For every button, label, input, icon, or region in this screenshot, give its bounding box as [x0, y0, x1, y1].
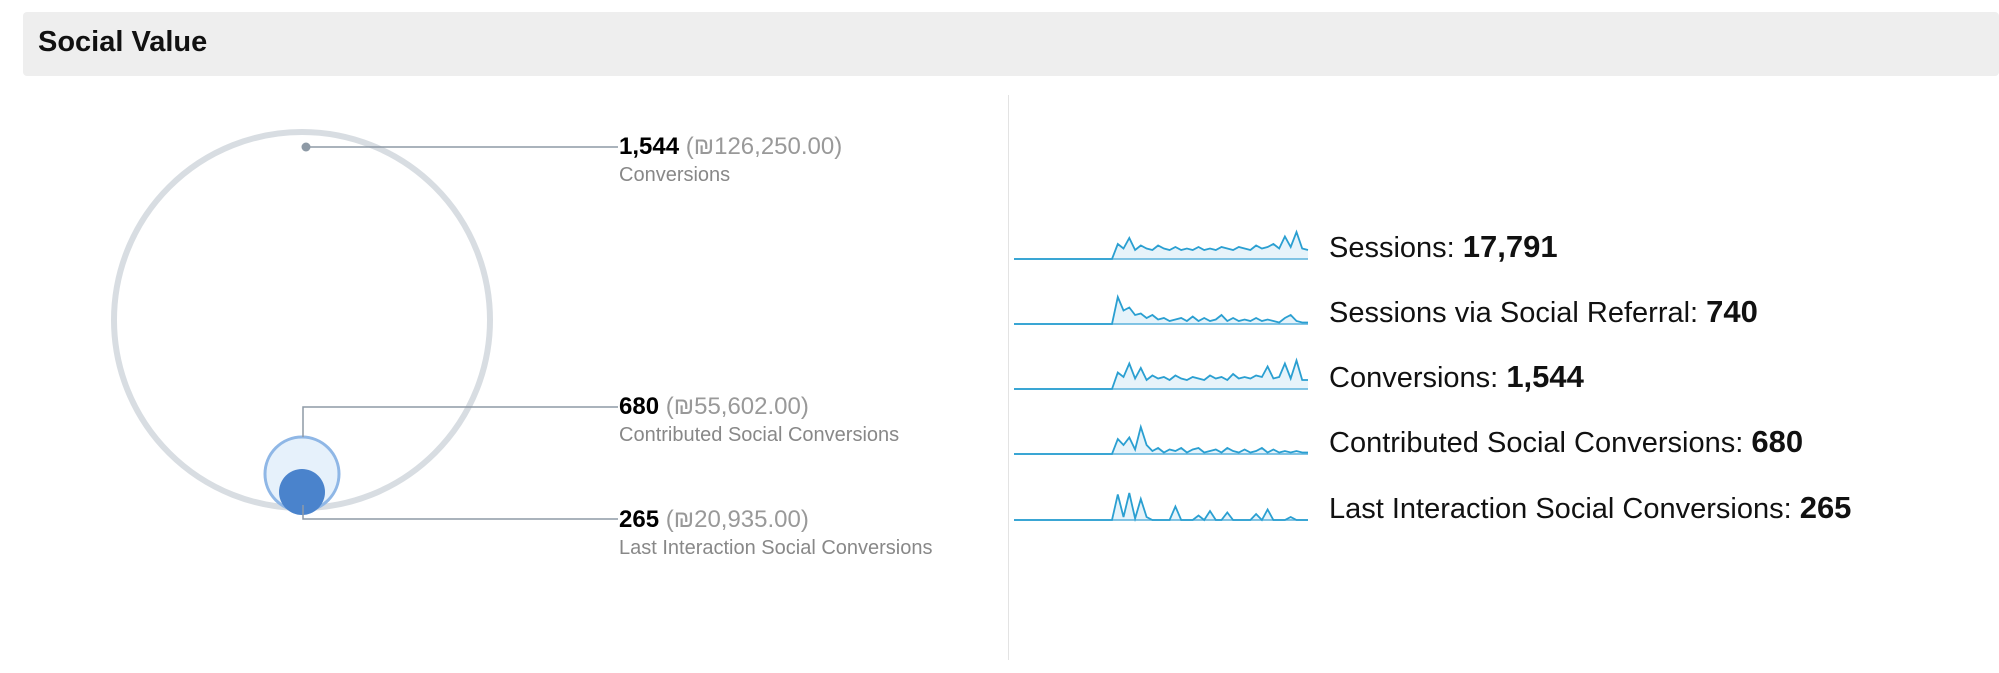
conversions-callout: 1,544 (₪126,250.00) Conversions — [619, 132, 842, 188]
social-referral-label: Sessions via Social Referral: — [1329, 297, 1699, 329]
sparkline-line — [1014, 229, 1309, 260]
last-interaction-circle — [279, 469, 325, 515]
sparkline-area — [1014, 360, 1308, 389]
last-interaction-count: 265 — [619, 506, 660, 533]
sessions-label: Sessions: — [1329, 232, 1455, 264]
sparkline-line — [1014, 423, 1308, 455]
panel-divider — [1008, 95, 1009, 660]
conversions-count: 1,544 — [619, 133, 680, 160]
contributed-metric: Contributed Social Conversions: 680 — [1329, 424, 1803, 460]
sparkline-line — [1014, 294, 1308, 325]
last-interaction-callout: 265 (₪20,935.00) Last Interaction Social… — [619, 505, 933, 561]
sparkline-row-last-interaction: Last Interaction Social Conversions: 265 — [1012, 486, 1992, 536]
panel-title: Social Value — [38, 26, 208, 58]
contributed-callout: 680 (₪55,602.00) Contributed Social Conv… — [619, 392, 899, 448]
social-referral-value: 740 — [1706, 294, 1758, 329]
conversions-sparkline — [1014, 357, 1308, 390]
sparkline-area — [1014, 232, 1308, 259]
contributed-sparkline — [1014, 423, 1308, 455]
sparkline-row-sessions: Sessions: 17,791 — [1012, 225, 1992, 275]
sessions-value: 17,791 — [1462, 229, 1558, 264]
conversions-label: Conversions — [619, 164, 731, 186]
last-interaction-metric: Last Interaction Social Conversions: 265 — [1329, 490, 1851, 526]
venn-diagram — [111, 129, 618, 520]
last-interaction-leader-line — [302, 505, 618, 520]
social-referral-sparkline — [1014, 294, 1308, 325]
conversions-metric-value: 1,544 — [1506, 359, 1584, 394]
last-interaction-sparkline — [1014, 492, 1308, 523]
sparkline-row-social-referral: Sessions via Social Referral: 740 — [1012, 290, 1992, 340]
sparkline-row-contributed: Contributed Social Conversions: 680 — [1012, 420, 1992, 470]
sparkline-row-conversions: Conversions: 1,544 — [1012, 355, 1992, 405]
contributed-leader-line — [302, 406, 618, 437]
contributed-count: 680 — [619, 393, 660, 420]
conversions-metric-label: Conversions: — [1329, 362, 1499, 394]
conversions-metric: Conversions: 1,544 — [1329, 359, 1584, 395]
last-interaction-metric-value: 265 — [1799, 490, 1852, 525]
last-interaction-value: (₪20,935.00) — [665, 506, 809, 533]
contributed-value: (₪55,602.00) — [665, 393, 809, 420]
social-referral-metric: Sessions via Social Referral: 740 — [1329, 294, 1758, 330]
sparkline-line — [1014, 357, 1308, 390]
sessions-metric: Sessions: 17,791 — [1329, 229, 1558, 265]
contributed-metric-label: Contributed Social Conversions: — [1329, 427, 1744, 459]
contributed-label: Contributed Social Conversions — [619, 424, 900, 446]
sparkline-line — [1014, 492, 1308, 523]
last-interaction-label: Last Interaction Social Conversions — [619, 537, 933, 559]
panel-header: Social Value — [23, 12, 1999, 76]
contributed-metric-value: 680 — [1751, 424, 1804, 459]
conversions-value: (₪126,250.00) — [685, 133, 843, 160]
sessions-sparkline — [1014, 229, 1309, 260]
last-interaction-metric-label: Last Interaction Social Conversions: — [1329, 493, 1792, 525]
